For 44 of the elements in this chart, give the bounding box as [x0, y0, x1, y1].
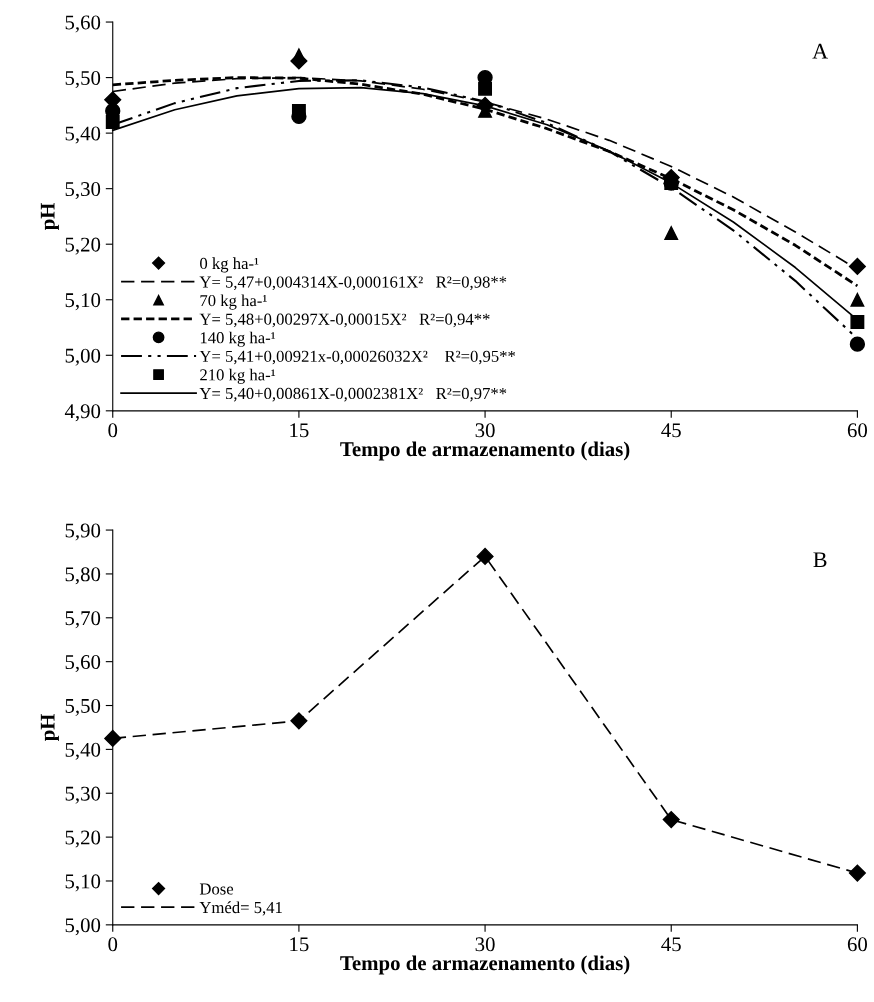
x-axis-title: Tempo de armazenamento (dias) — [340, 441, 630, 461]
y-tick-label: 5,10 — [65, 293, 101, 311]
x-tick-label: 15 — [290, 937, 309, 952]
x-tick-label: 45 — [661, 423, 681, 438]
legend-label: Y= 5,48+0,00297X-0,00015X² R²=0,94** — [199, 313, 490, 328]
y-tick-label: 4,90 — [64, 404, 101, 422]
y-tick-label: 5,40 — [65, 126, 101, 144]
y-tick-label: 5,90 — [65, 523, 101, 541]
y-tick-label: 5,60 — [65, 655, 101, 673]
y-axis-title: pH — [40, 202, 59, 231]
y-tick-label: 5,00 — [65, 918, 101, 936]
x-tick-label: 30 — [475, 937, 495, 952]
y-tick-label: 5,80 — [65, 567, 101, 585]
y-tick-label: 5,20 — [65, 830, 101, 848]
x-tick-label: 15 — [290, 423, 309, 438]
legend-label: 0 kg ha-¹ — [200, 257, 259, 273]
y-tick-label: 5,60 — [65, 15, 101, 33]
y-tick-label: 5,50 — [65, 70, 101, 89]
x-tick-label: 60 — [847, 423, 868, 438]
x-tick-label: 60 — [847, 937, 868, 952]
x-tick-label: 45 — [661, 937, 681, 952]
y-tick-label: 5,00 — [65, 348, 101, 366]
legend-label: Yméd= 5,41 — [199, 901, 282, 916]
legend-label: 210 kg ha-¹ — [200, 368, 276, 384]
y-axis-title: pH — [40, 713, 59, 742]
y-tick-label: 5,40 — [65, 742, 101, 760]
x-axis-title: Tempo de armazenamento (dias) — [340, 955, 630, 975]
x-tick-label: 30 — [475, 423, 495, 438]
y-tick-label: 5,10 — [65, 874, 101, 892]
y-tick-label: 5,30 — [65, 182, 101, 200]
legend-label: Y= 5,47+0,004314X-0,000161X² R²=0,98** — [199, 276, 507, 291]
y-tick-label: 5,30 — [65, 786, 101, 804]
legend-label: 70 kg ha-¹ — [200, 294, 267, 310]
legend-label: Dose — [199, 883, 234, 895]
y-tick-label: 5,20 — [65, 237, 101, 255]
y-tick-label: 5,50 — [65, 698, 101, 716]
annotation: A — [812, 43, 829, 59]
legend-label: Y= 5,41+0,00921x-0,00026032X² R²=0,95** — [199, 350, 516, 365]
legend-label: Y= 5,40+0,00861X-0,0002381X² R²=0,97** — [199, 387, 507, 402]
x-tick-label: 0 — [108, 937, 118, 952]
x-tick-label: 0 — [108, 423, 118, 438]
y-tick-label: 5,70 — [65, 611, 101, 629]
annotation: B — [813, 552, 827, 568]
legend-label: 140 kg ha-¹ — [200, 331, 276, 347]
